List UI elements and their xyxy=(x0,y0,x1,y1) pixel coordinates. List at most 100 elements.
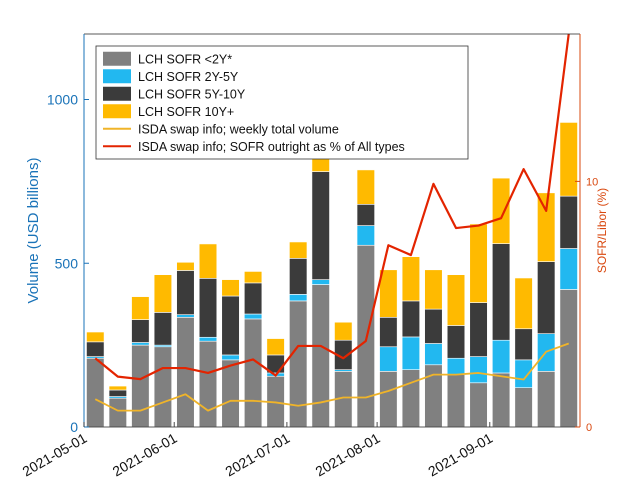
right-tick-label: 10 xyxy=(586,176,598,188)
x-tick-label: 2021-06-01 xyxy=(110,430,180,480)
bar-segment-1-2021-08-06 xyxy=(379,371,398,428)
bar-segment-4-2021-06-04 xyxy=(176,261,195,271)
bar-segment-2-2021-08-27 xyxy=(446,357,466,375)
bar-segment-1-2021-10-01 xyxy=(559,289,578,428)
bar-segment-2-2021-05-21 xyxy=(131,342,150,346)
bar-segment-3-2021-06-25 xyxy=(244,282,263,315)
y-axis-label-left: Volume (USD billions) xyxy=(25,158,42,304)
bar-segment-2-2021-09-10 xyxy=(491,339,511,374)
bar-segment-2-2021-06-11 xyxy=(198,336,218,342)
bar-segment-2-2021-10-01 xyxy=(559,248,578,290)
legend-swatch-4 xyxy=(103,104,131,119)
line-series-2 xyxy=(94,33,570,381)
bar-segment-2-2021-06-25 xyxy=(244,313,263,320)
bar-segment-1-2021-08-27 xyxy=(446,374,466,428)
bar-segment-4-2021-09-03 xyxy=(469,223,488,303)
bar-segment-4-2021-06-25 xyxy=(244,271,263,284)
x-tick-label: 2021-07-01 xyxy=(222,430,292,480)
bar-segment-3-2021-09-24 xyxy=(537,261,556,334)
bar-segment-4-2021-07-23 xyxy=(334,321,353,341)
bar-segment-3-2021-10-01 xyxy=(559,195,578,249)
bar-segment-4-2021-06-18 xyxy=(221,279,240,297)
bar-segment-4-2021-06-11 xyxy=(198,243,218,279)
line-layer xyxy=(94,33,570,412)
x-tick-label: 2021-09-01 xyxy=(425,430,495,480)
bar-segment-1-2021-07-30 xyxy=(356,244,375,428)
left-tick-label: 1000 xyxy=(47,92,78,108)
bar-layer xyxy=(86,122,578,428)
bar-segment-4-2021-09-17 xyxy=(514,277,533,330)
bar-segment-2-2021-09-17 xyxy=(514,359,533,388)
bar-segment-1-2021-05-14 xyxy=(108,397,127,428)
bar-segment-4-2021-09-24 xyxy=(537,192,556,262)
bar-segment-4-2021-08-06 xyxy=(379,269,398,318)
bar-segment-1-2021-06-25 xyxy=(244,318,263,428)
bar-segment-3-2021-07-16 xyxy=(311,171,330,280)
bar-segment-3-2021-06-11 xyxy=(198,278,218,338)
bar-segment-1-2021-08-13 xyxy=(401,369,421,428)
bar-segment-2-2021-07-09 xyxy=(289,294,308,302)
bar-segment-1-2021-07-09 xyxy=(289,300,308,428)
right-tick-label: 0 xyxy=(586,422,592,434)
bar-segment-3-2021-06-18 xyxy=(221,295,240,356)
bar-segment-4-2021-08-13 xyxy=(401,256,421,302)
bar-segment-4-2021-05-28 xyxy=(153,274,173,313)
bar-segment-4-2021-05-07 xyxy=(86,331,105,343)
legend-swatch-3 xyxy=(103,86,131,101)
bar-segment-3-2021-05-14 xyxy=(108,389,127,397)
bar-segment-3-2021-09-17 xyxy=(514,328,533,361)
bar-segment-3-2021-05-21 xyxy=(131,319,150,343)
line-series-1 xyxy=(94,342,570,412)
bar-segment-2-2021-07-30 xyxy=(356,225,375,246)
bar-segment-4-2021-07-02 xyxy=(266,338,285,356)
x-tick-label: 2021-05-01 xyxy=(19,430,89,480)
bar-segment-3-2021-08-20 xyxy=(424,308,443,344)
legend: LCH SOFR <2Y* LCH SOFR 2Y-5Y LCH SOFR 5Y-1… xyxy=(95,45,469,160)
bar-segment-2-2021-08-13 xyxy=(401,336,421,370)
bar-segment-2-2021-09-03 xyxy=(469,356,488,384)
bar-segment-4-2021-05-21 xyxy=(131,296,150,320)
bar-segment-3-2021-06-04 xyxy=(176,270,195,315)
left-tick-label: 500 xyxy=(55,255,79,271)
bar-segment-1-2021-06-04 xyxy=(176,316,195,428)
legend-box xyxy=(95,45,469,160)
bar-segment-1-2021-09-03 xyxy=(469,382,488,428)
bar-segment-3-2021-08-06 xyxy=(379,316,398,348)
bar-segment-3-2021-05-28 xyxy=(153,312,173,346)
bar-segment-2-2021-06-18 xyxy=(221,354,240,361)
bar-segment-3-2021-08-27 xyxy=(446,325,466,359)
bar-segment-1-2021-07-16 xyxy=(311,284,330,428)
bar-segment-1-2021-06-18 xyxy=(221,359,240,428)
bar-segment-3-2021-09-10 xyxy=(491,243,511,341)
legend-swatch-2 xyxy=(103,69,131,84)
bar-segment-2-2021-06-04 xyxy=(176,314,195,318)
legend-label-2: LCH SOFR 2Y-5Y xyxy=(138,70,239,84)
bar-segment-1-2021-05-28 xyxy=(153,346,173,428)
bar-segment-2-2021-07-16 xyxy=(311,279,330,285)
bar-segment-1-2021-09-24 xyxy=(537,371,556,428)
legend-label-6: ISDA swap info; SOFR outright as % of Al… xyxy=(138,140,405,154)
bar-segment-4-2021-09-10 xyxy=(491,177,511,244)
legend-label-3: LCH SOFR 5Y-10Y xyxy=(138,87,246,101)
bar-segment-3-2021-07-09 xyxy=(289,258,308,295)
bar-segment-3-2021-07-30 xyxy=(356,204,375,226)
bar-segment-2-2021-08-06 xyxy=(379,346,398,372)
bar-segment-3-2021-05-07 xyxy=(86,341,105,357)
bar-segment-2-2021-08-20 xyxy=(424,343,443,366)
bar-segment-1-2021-09-17 xyxy=(514,387,533,428)
bar-segment-4-2021-08-27 xyxy=(446,274,466,326)
bar-segment-3-2021-08-13 xyxy=(401,300,421,338)
bar-segment-1-2021-09-10 xyxy=(491,372,511,428)
bar-segment-4-2021-08-20 xyxy=(424,269,443,310)
legend-label-4: LCH SOFR 10Y+ xyxy=(138,105,234,119)
legend-label-5: ISDA swap info; weekly total volume xyxy=(138,122,339,136)
x-tick-label: 2021-08-01 xyxy=(313,430,383,480)
bar-segment-1-2021-06-11 xyxy=(198,340,218,428)
bar-segment-4-2021-05-14 xyxy=(108,385,127,391)
bar-segment-1-2021-05-07 xyxy=(86,357,105,428)
left-tick-label: 0 xyxy=(70,419,78,435)
legend-swatch-1 xyxy=(103,51,131,66)
y-axis-label-right: SOFR/Libor (%) xyxy=(595,188,609,273)
bar-segment-4-2021-07-09 xyxy=(289,241,308,259)
